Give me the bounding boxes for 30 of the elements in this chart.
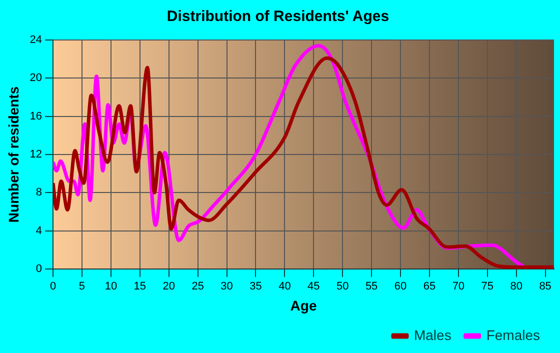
y-tick-label: 24: [30, 34, 42, 46]
chart-title: Distribution of Residents' Ages: [166, 8, 390, 26]
x-tick-label: 60: [394, 280, 407, 293]
x-tick-label: 15: [134, 280, 146, 293]
x-tick-label: 75: [481, 280, 494, 293]
x-tick-label: 45: [308, 280, 320, 293]
y-axis-title: Number of residents: [5, 86, 22, 223]
x-tick-label: 30: [220, 280, 233, 293]
y-tick-label: 8: [36, 186, 42, 199]
legend-label: Males: [414, 326, 452, 343]
x-axis-title: Age: [290, 297, 317, 314]
x-tick-label: 25: [192, 280, 204, 293]
legend-label: Females: [486, 326, 540, 343]
x-tick-label: 0: [50, 280, 56, 293]
y-tick-label: 20: [30, 72, 42, 84]
y-tick-label: 16: [30, 110, 42, 122]
x-tick-label: 55: [365, 280, 378, 293]
x-tick-label: 35: [250, 280, 262, 293]
y-tick-label: 4: [36, 224, 42, 237]
y-tick-label: 0: [36, 263, 42, 276]
y-tick-label: 12: [30, 148, 42, 161]
x-tick-label: 70: [452, 280, 465, 293]
x-tick-label: 50: [336, 280, 349, 293]
x-tick-label: 10: [104, 280, 118, 293]
x-tick-label: 80: [510, 280, 522, 293]
x-tick-label: 20: [162, 280, 175, 293]
x-tick-label: 5: [78, 280, 86, 293]
x-tick-label: 40: [278, 280, 291, 293]
x-tick-label: 85: [539, 280, 552, 293]
x-tick-label: 65: [423, 280, 436, 293]
